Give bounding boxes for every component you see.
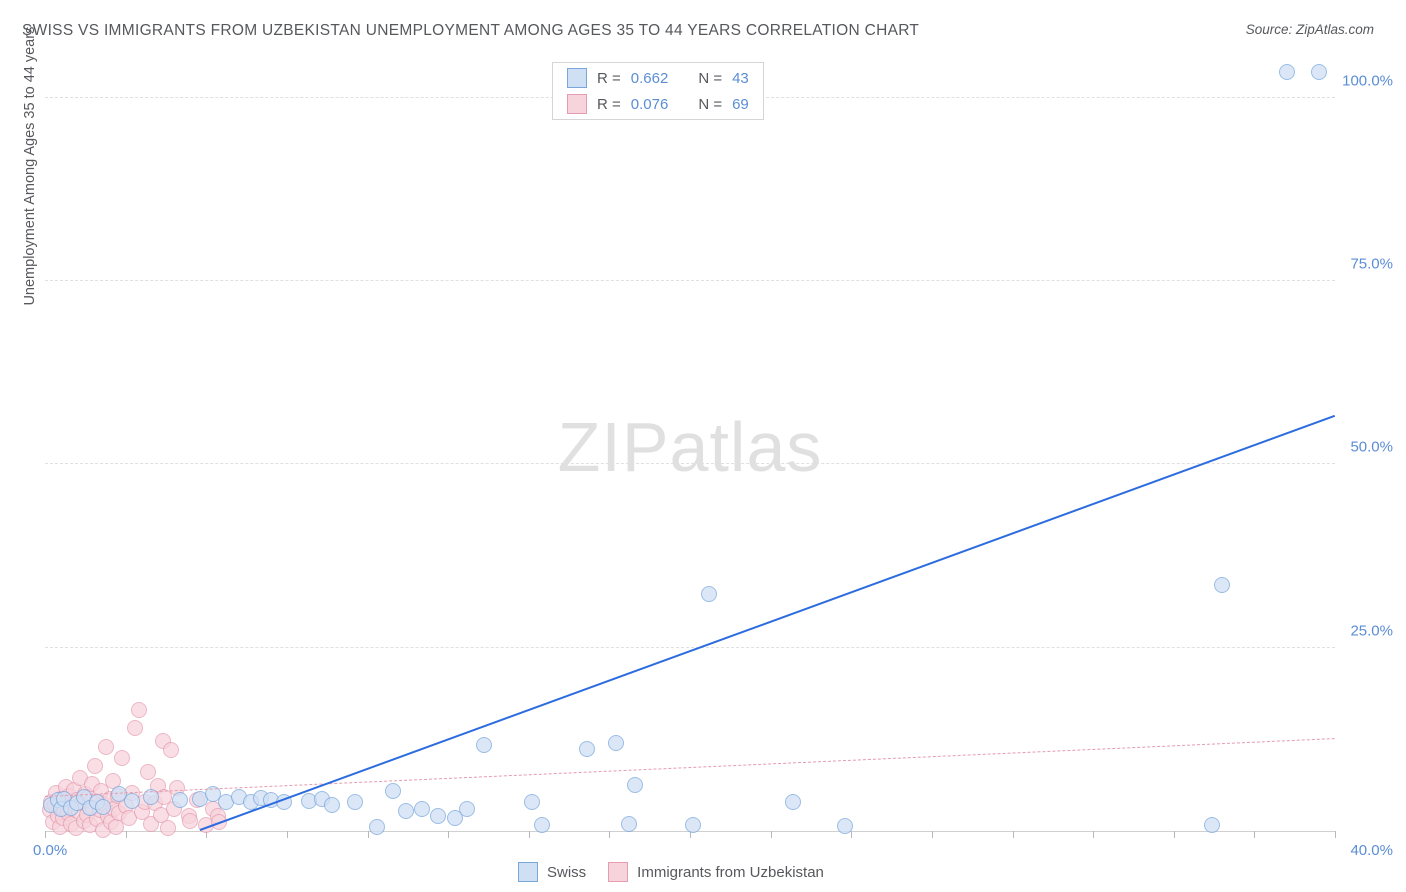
- data-point: [114, 750, 130, 766]
- data-point: [1311, 64, 1327, 80]
- x-tick-label-min: 0.0%: [33, 842, 67, 859]
- data-point: [1279, 64, 1295, 80]
- x-tick: [1013, 831, 1014, 838]
- swatch-uzbek: [608, 862, 628, 882]
- legend-row-swiss: R = 0.662 N = 43: [553, 65, 763, 91]
- swatch-uzbek: [567, 94, 587, 114]
- data-point: [124, 793, 140, 809]
- data-point: [524, 794, 540, 810]
- y-axis-label: Unemployment Among Ages 35 to 44 years: [22, 27, 38, 306]
- x-tick: [126, 831, 127, 838]
- data-point: [430, 808, 446, 824]
- x-tick: [287, 831, 288, 838]
- y-tick-label: 75.0%: [1350, 256, 1393, 273]
- r-label: R =: [597, 96, 621, 113]
- x-tick: [851, 831, 852, 838]
- data-point: [172, 792, 188, 808]
- data-point: [621, 816, 637, 832]
- plot-area: ZIPatlas 25.0%50.0%75.0%100.0%0.0%40.0%: [45, 62, 1335, 832]
- r-value-uzbek: 0.076: [631, 96, 669, 113]
- watermark-thin: atlas: [670, 408, 823, 486]
- x-tick: [529, 831, 530, 838]
- data-point: [87, 758, 103, 774]
- legend-series: Swiss Immigrants from Uzbekistan: [518, 862, 824, 882]
- data-point: [163, 742, 179, 758]
- y-tick-label: 100.0%: [1342, 72, 1393, 89]
- legend-item-uzbek: Immigrants from Uzbekistan: [608, 862, 824, 882]
- data-point: [95, 799, 111, 815]
- series-label-swiss: Swiss: [547, 864, 586, 881]
- n-label: N =: [698, 70, 722, 87]
- data-point: [98, 739, 114, 755]
- data-point: [385, 783, 401, 799]
- gridline: [45, 647, 1335, 648]
- legend-item-swiss: Swiss: [518, 862, 586, 882]
- data-point: [476, 737, 492, 753]
- x-tick: [1174, 831, 1175, 838]
- r-label: R =: [597, 70, 621, 87]
- gridline: [45, 280, 1335, 281]
- series-label-uzbek: Immigrants from Uzbekistan: [637, 864, 824, 881]
- data-point: [398, 803, 414, 819]
- data-point: [1214, 577, 1230, 593]
- swatch-swiss: [518, 862, 538, 882]
- x-tick: [609, 831, 610, 838]
- data-point: [182, 813, 198, 829]
- x-tick: [771, 831, 772, 838]
- data-point: [127, 720, 143, 736]
- r-value-swiss: 0.662: [631, 70, 669, 87]
- x-tick: [1254, 831, 1255, 838]
- data-point: [414, 801, 430, 817]
- y-tick-label: 50.0%: [1350, 439, 1393, 456]
- data-point: [347, 794, 363, 810]
- data-point: [785, 794, 801, 810]
- x-tick: [45, 831, 46, 838]
- data-point: [459, 801, 475, 817]
- n-label: N =: [698, 96, 722, 113]
- data-point: [627, 777, 643, 793]
- swatch-swiss: [567, 68, 587, 88]
- chart-title: SWISS VS IMMIGRANTS FROM UZBEKISTAN UNEM…: [22, 22, 919, 40]
- x-tick-label-max: 40.0%: [1350, 842, 1393, 859]
- data-point: [369, 819, 385, 835]
- x-tick: [368, 831, 369, 838]
- watermark: ZIPatlas: [558, 407, 823, 487]
- x-tick: [1335, 831, 1336, 838]
- legend-row-uzbek: R = 0.076 N = 69: [553, 91, 763, 117]
- data-point: [837, 818, 853, 834]
- trendline: [199, 415, 1335, 831]
- x-tick: [1093, 831, 1094, 838]
- legend-correlation: R = 0.662 N = 43 R = 0.076 N = 69: [552, 62, 764, 120]
- data-point: [608, 735, 624, 751]
- data-point: [579, 741, 595, 757]
- data-point: [1204, 817, 1220, 833]
- data-point: [131, 702, 147, 718]
- watermark-bold: ZIP: [558, 408, 670, 486]
- n-value-uzbek: 69: [732, 96, 749, 113]
- data-point: [324, 797, 340, 813]
- source-label: Source: ZipAtlas.com: [1246, 22, 1374, 37]
- gridline: [45, 463, 1335, 464]
- data-point: [701, 586, 717, 602]
- data-point: [160, 820, 176, 836]
- n-value-swiss: 43: [732, 70, 749, 87]
- data-point: [534, 817, 550, 833]
- data-point: [685, 817, 701, 833]
- y-tick-label: 25.0%: [1350, 622, 1393, 639]
- x-tick: [932, 831, 933, 838]
- x-tick: [448, 831, 449, 838]
